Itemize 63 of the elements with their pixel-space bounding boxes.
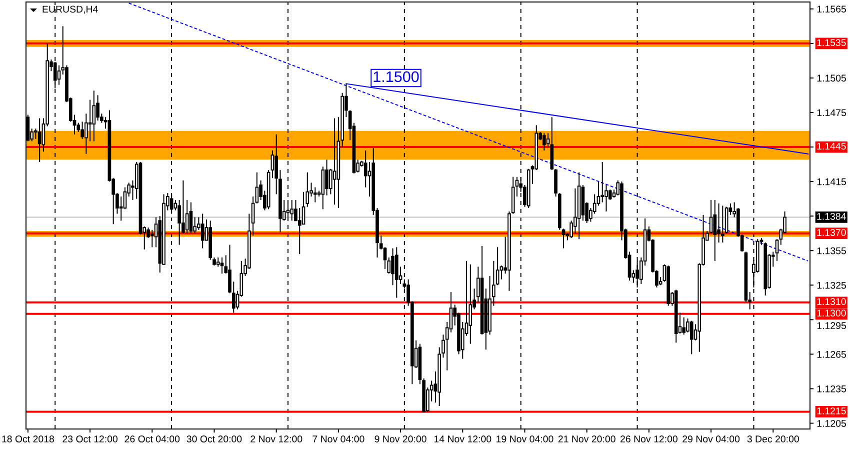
candlestick [542, 132, 546, 151]
y-tick-label: 1.1205 [817, 420, 846, 427]
y-tick-label: 1.1565 [817, 6, 846, 13]
candlestick [682, 316, 686, 336]
candlestick [270, 150, 274, 179]
ref-line-label: 1.1310 [817, 298, 846, 306]
candlestick [721, 205, 724, 244]
x-tick-label: 23 Oct 12:00 [62, 436, 118, 442]
candlestick [690, 320, 694, 355]
candlestick [313, 186, 317, 203]
x-tick-label: 26 Nov 12:00 [620, 436, 678, 442]
candlestick [200, 213, 204, 249]
candlestick [468, 264, 472, 344]
candlestick [391, 248, 394, 286]
candlestick [88, 99, 92, 142]
candlestick [298, 208, 302, 255]
candlestick [255, 172, 259, 204]
candlestick [608, 189, 612, 200]
candlestick [600, 161, 604, 203]
x-tick-label: 3 Dec 20:00 [747, 436, 799, 442]
y-tick-label: 1.1505 [817, 74, 846, 82]
y-tick-label: 1.1235 [817, 385, 846, 392]
y-tick-label: 1.1415 [817, 178, 846, 186]
candlestick [325, 159, 328, 196]
candlestick [38, 118, 42, 162]
annotation: 1.1500 [374, 71, 419, 82]
candlestick [332, 118, 336, 206]
x-tick-label: 7 Nov 04:00 [312, 436, 364, 442]
candlestick [57, 64, 61, 86]
ref-line-label: 1.1535 [817, 39, 846, 46]
ref-line-label: 1.1384 [817, 212, 846, 220]
ref-line-label: 1.1370 [817, 229, 846, 236]
ref-line-label: 1.1445 [817, 142, 846, 150]
candlestick [92, 90, 96, 142]
x-tick-label: 2 Nov 12:00 [250, 436, 302, 442]
candlestick [713, 199, 717, 262]
y-tick-label: 1.1265 [817, 350, 846, 358]
candlestick [189, 202, 193, 234]
y-tick-label: 1.1475 [817, 109, 846, 116]
y-tick-label: 1.1325 [817, 282, 846, 289]
x-tick-label: 14 Nov 12:00 [434, 436, 492, 442]
ref-line-label: 1.1215 [817, 407, 846, 414]
x-tick-label: 30 Oct 20:00 [186, 436, 242, 442]
ref-line-label: 1.1300 [817, 310, 846, 317]
candlestick [290, 199, 294, 222]
candlestick [123, 186, 127, 210]
x-tick-label: 21 Nov 20:00 [558, 436, 616, 442]
y-tick-label: 1.1295 [817, 322, 846, 330]
candlestick [717, 202, 720, 244]
candlestick [306, 172, 310, 208]
candlestick [302, 191, 306, 225]
y-tick-label: 1.1355 [817, 247, 846, 254]
x-tick-label: 9 Nov 20:00 [374, 436, 426, 442]
candlestick [562, 228, 566, 249]
x-tick-label: 18 Oct 2018 [2, 436, 54, 442]
x-tick-label: 26 Oct 04:00 [124, 436, 180, 442]
candlestick [80, 121, 84, 140]
x-tick-label: 19 Nov 04:00 [496, 436, 554, 442]
candlestick [185, 199, 189, 234]
candlestick [220, 257, 224, 274]
x-tick-label: 29 Nov 04:00 [682, 436, 740, 442]
chart-title: EURUSD,H4 [42, 6, 98, 14]
candlestick [383, 246, 387, 270]
